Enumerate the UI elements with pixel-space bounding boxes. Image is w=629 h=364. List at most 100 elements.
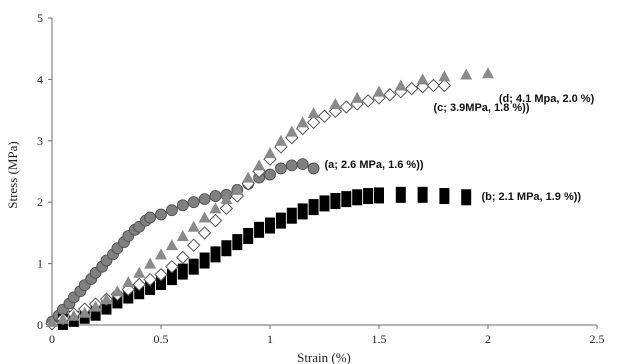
data-point-square <box>145 278 156 295</box>
data-point-circle <box>176 199 189 212</box>
x-axis-label: Strain (%) <box>297 350 351 364</box>
data-point-diamond <box>219 201 234 216</box>
data-point-square <box>319 195 330 212</box>
data-point-triangle <box>242 171 255 183</box>
data-point-square <box>210 246 221 263</box>
annotations: (a; 2.6 MPa, 1.6 %)) (b; 2.1 MPa, 1.9 %))… <box>325 93 595 203</box>
data-point-diamond <box>154 267 168 282</box>
x-tick-label: 2.5 <box>590 332 605 346</box>
series-circle <box>46 158 320 328</box>
axes <box>51 18 597 326</box>
data-point-triangle <box>438 70 451 82</box>
data-point-square <box>199 252 210 269</box>
data-point-triangle <box>78 306 91 318</box>
y-axis-label: Stress (MPa) <box>5 141 20 209</box>
data-point-triangle <box>67 309 80 321</box>
x-tick-label: 1.5 <box>372 332 387 346</box>
data-point-square <box>188 258 199 275</box>
data-point-diamond <box>197 226 212 240</box>
series-square <box>57 186 472 330</box>
data-point-diamond <box>383 88 397 102</box>
data-point-square <box>232 234 243 251</box>
data-point-circle <box>274 162 287 175</box>
data-point-square <box>374 187 384 204</box>
data-point-triangle <box>133 266 146 278</box>
data-point-circle <box>264 168 276 181</box>
data-point-triangle <box>46 315 58 327</box>
data-point-diamond <box>339 100 354 114</box>
y-tick-label: 2 <box>37 195 43 209</box>
data-point-triangle <box>100 293 113 305</box>
data-point-triangle <box>155 248 167 260</box>
x-tick-label: 0.5 <box>154 332 169 346</box>
data-point-diamond <box>317 109 332 123</box>
data-point-circle <box>307 162 320 175</box>
data-point-triangle <box>198 211 211 223</box>
data-point-square <box>297 203 308 220</box>
data-point-square <box>330 192 341 209</box>
data-point-square <box>461 189 472 206</box>
y-tick-label: 1 <box>37 257 43 271</box>
data-point-triangle <box>264 147 276 159</box>
annotation-label: (c; 3.9MPa, 1.8 %)) <box>434 102 530 114</box>
data-point-triangle <box>416 73 429 85</box>
x-tick-label: 0 <box>49 332 55 346</box>
data-point-square <box>221 240 232 257</box>
data-point-diamond <box>143 272 157 287</box>
data-point-diamond <box>186 238 201 252</box>
data-point-diamond <box>426 78 441 93</box>
y-tick-label: 5 <box>37 11 43 25</box>
data-point-triangle <box>351 91 364 103</box>
data-point-triangle <box>274 134 287 146</box>
data-point-square <box>156 274 166 291</box>
data-point-diamond <box>404 81 419 96</box>
data-point-square <box>395 186 406 203</box>
data-point-circle <box>296 158 309 171</box>
data-point-triangle <box>394 79 407 91</box>
data-point-triangle <box>231 183 244 195</box>
data-point-diamond <box>176 250 190 265</box>
y-tick-label: 0 <box>37 318 43 332</box>
data-point-triangle <box>285 125 298 137</box>
data-point-circle <box>187 196 200 209</box>
data-point-triangle <box>165 239 178 251</box>
data-point-triangle <box>89 300 102 312</box>
data-point-square <box>90 304 101 321</box>
data-point-diamond <box>437 78 452 93</box>
data-point-triangle <box>220 193 233 205</box>
x-tick-label: 2 <box>485 332 491 346</box>
data-point-square <box>363 188 374 205</box>
annotation-label: (b; 2.1 MPa, 1.9 %)) <box>481 191 581 203</box>
data-point-triangle <box>296 116 309 128</box>
data-point-square <box>265 217 275 234</box>
data-point-triangle <box>144 257 157 269</box>
data-point-circle <box>209 190 222 202</box>
data-point-triangle <box>187 220 200 232</box>
data-point-diamond <box>132 277 146 292</box>
data-point-circle <box>155 208 167 221</box>
data-point-square <box>275 212 286 229</box>
data-point-triangle <box>176 229 189 241</box>
y-tick-label: 4 <box>37 72 43 86</box>
data-point-square <box>254 221 265 238</box>
data-point-triangle <box>373 85 385 97</box>
data-point-diamond <box>306 115 321 130</box>
data-point-circle <box>144 211 157 224</box>
annotation-label: (a; 2.6 MPa, 1.6 %)) <box>325 159 424 171</box>
data-point-diamond <box>208 213 223 228</box>
data-point-triangle <box>460 68 473 80</box>
ticks: 0 0.5 1 1.5 2 2.5 0 1 2 3 4 5 <box>37 11 605 346</box>
x-tick-label: 1 <box>267 332 273 346</box>
data-point-diamond <box>361 94 375 108</box>
data-point-circle <box>198 193 211 206</box>
data-point-triangle <box>122 276 135 288</box>
data-point-triangle <box>253 159 266 171</box>
data-point-square <box>134 283 145 300</box>
data-point-triangle <box>111 285 124 297</box>
series-layer <box>45 67 494 331</box>
data-point-square <box>177 263 188 280</box>
data-point-square <box>341 191 352 208</box>
data-point-triangle <box>329 97 342 109</box>
